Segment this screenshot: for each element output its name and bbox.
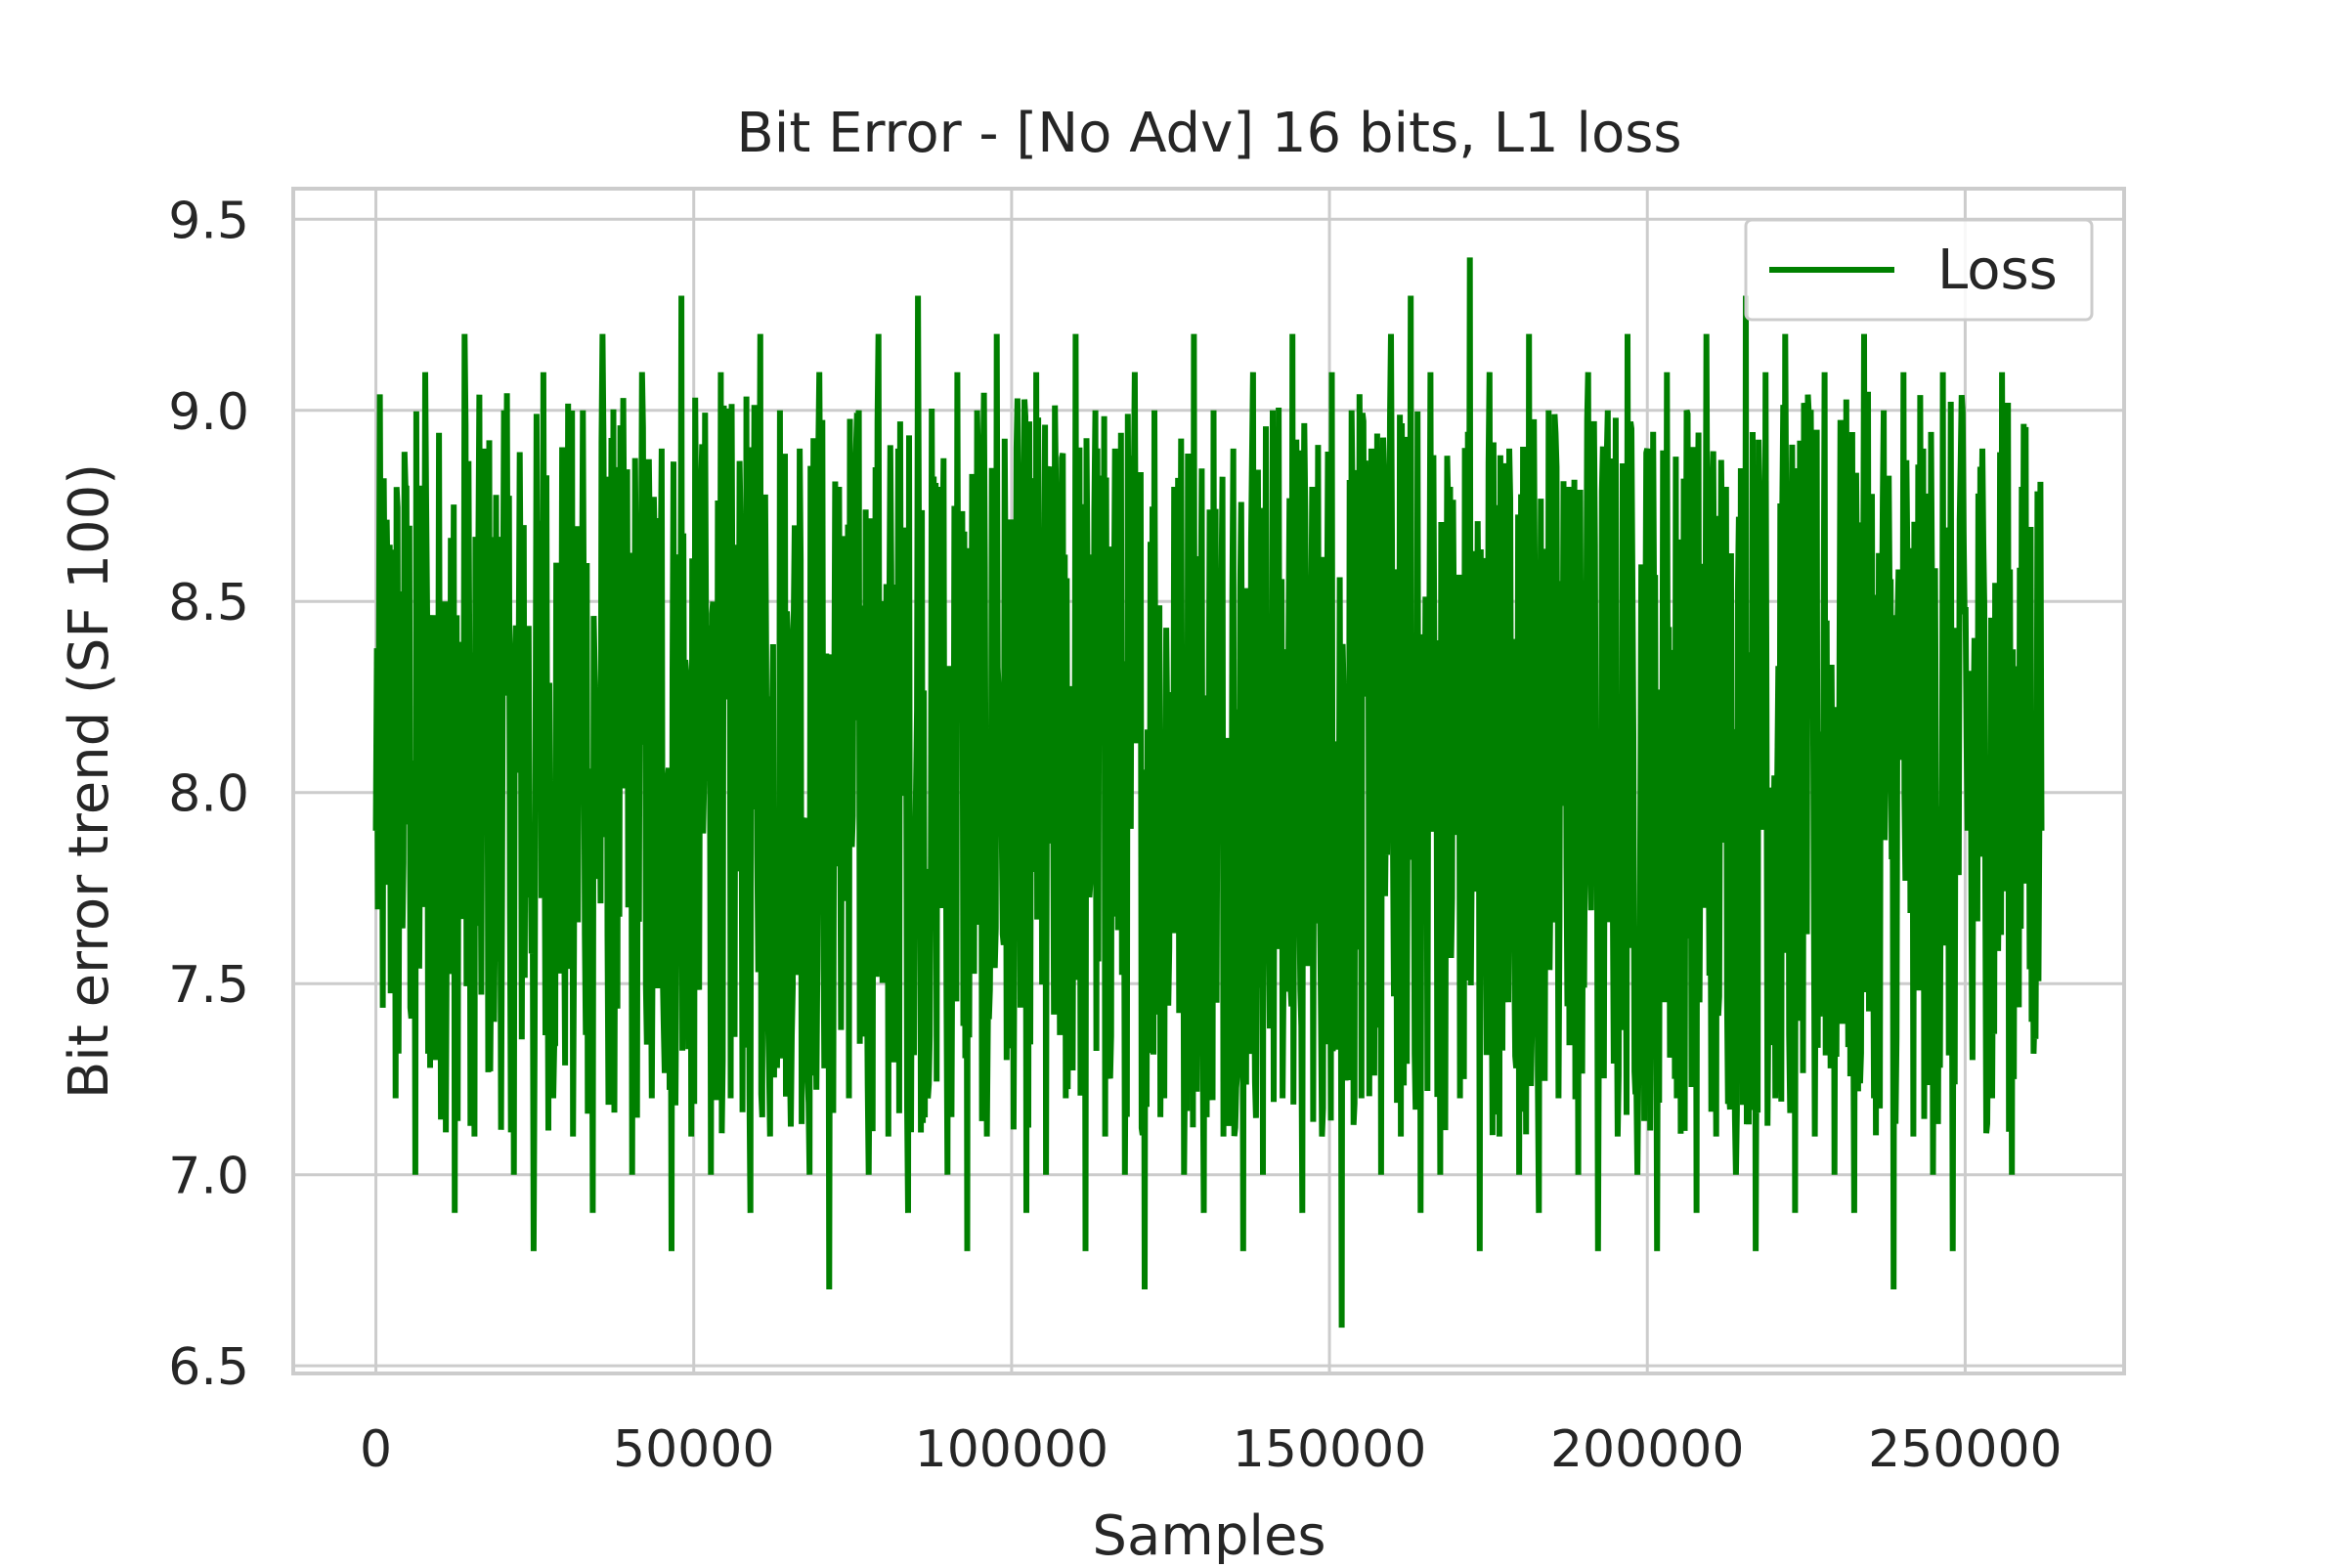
x-tick-label: 0 [360, 1420, 392, 1479]
y-axis-label: Bit error trend (SF 100) [58, 463, 121, 1099]
y-tick-label: 9.0 [168, 383, 249, 442]
plot-frame [291, 187, 2126, 1375]
x-tick-label: 50000 [613, 1420, 774, 1479]
legend-box [1744, 218, 2094, 322]
x-tick-labels: 0 50000 100000 150000 200000 250000 [360, 1420, 2063, 1479]
y-tick-label: 8.5 [168, 574, 249, 632]
x-tick-label: 100000 [915, 1420, 1109, 1479]
y-tick-label: 6.5 [168, 1338, 249, 1397]
y-tick-labels: 6.5 7.0 7.5 8.0 8.5 9.0 9.5 [168, 192, 249, 1397]
legend-label-loss: Loss [1937, 239, 2058, 302]
y-tick-label: 8.0 [168, 765, 249, 824]
x-tick-label: 250000 [1868, 1420, 2063, 1479]
y-tick-label: 9.5 [168, 192, 249, 250]
y-tick-label: 7.0 [168, 1148, 249, 1206]
x-tick-label: 150000 [1233, 1420, 1427, 1479]
chart-title: Bit Error - [No Adv] 16 bits, L1 loss [736, 102, 1681, 165]
legend: Loss [1744, 218, 2094, 322]
y-tick-label: 7.5 [168, 956, 249, 1015]
series-line-loss [372, 257, 2045, 1328]
x-tick-label: 200000 [1550, 1420, 1745, 1479]
x-axis-label: Samples [1092, 1504, 1325, 1564]
